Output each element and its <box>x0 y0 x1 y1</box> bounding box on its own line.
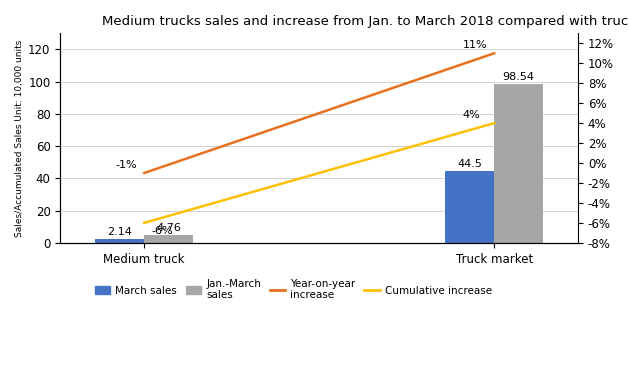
Text: 4%: 4% <box>462 110 480 120</box>
Text: 4.76: 4.76 <box>156 223 181 233</box>
Text: -1%: -1% <box>116 160 137 170</box>
Text: Medium trucks sales and increase from Jan. to March 2018 compared with truck mar: Medium trucks sales and increase from Ja… <box>102 15 629 28</box>
Text: 98.54: 98.54 <box>503 72 535 82</box>
Legend: March sales, Jan.-March
sales, Year-on-year
increase, Cumulative increase: March sales, Jan.-March sales, Year-on-y… <box>91 275 496 304</box>
Y-axis label: Sales/Accumulated Sales Unit: 10,000 units: Sales/Accumulated Sales Unit: 10,000 uni… <box>15 39 24 237</box>
Bar <box>144 235 193 243</box>
Text: -6%: -6% <box>151 226 173 236</box>
Text: 11%: 11% <box>462 40 487 50</box>
Bar <box>95 239 144 243</box>
Text: 44.5: 44.5 <box>457 159 482 169</box>
Text: 2.14: 2.14 <box>108 227 132 237</box>
Bar <box>445 171 494 243</box>
Bar <box>494 84 543 243</box>
